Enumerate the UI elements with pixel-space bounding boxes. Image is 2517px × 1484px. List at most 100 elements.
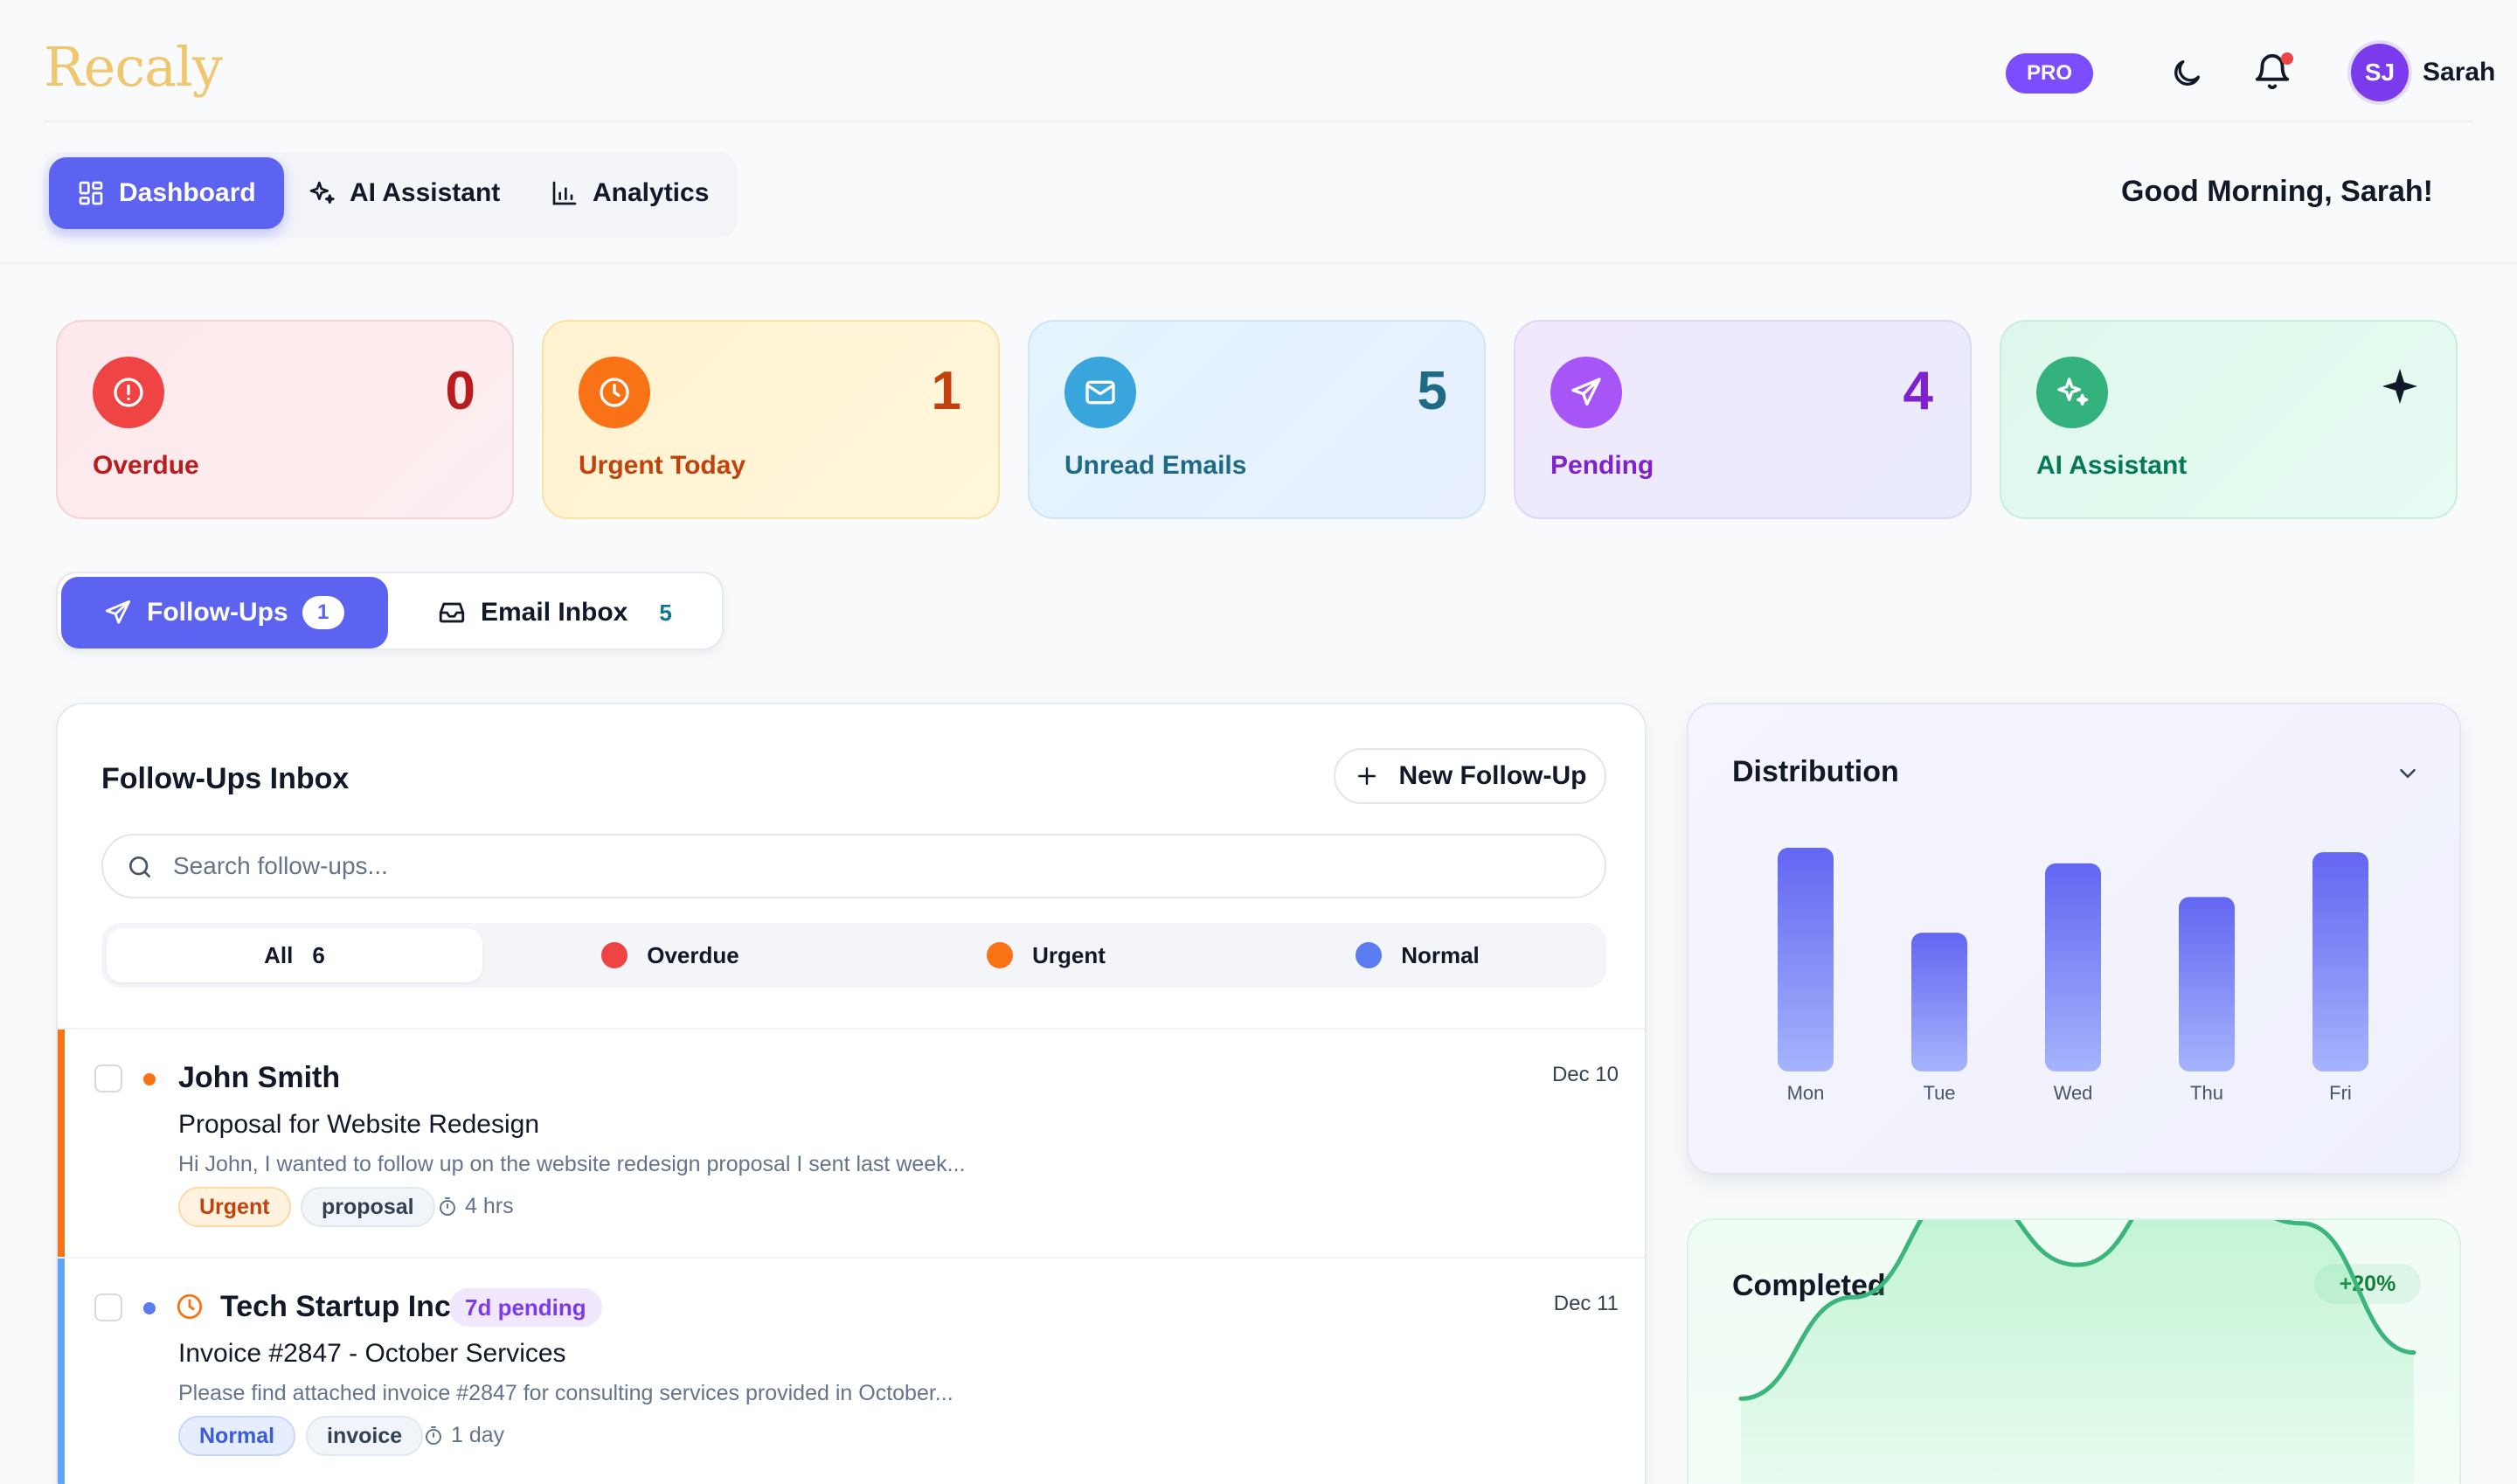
time-label: 4 hrs xyxy=(465,1194,514,1219)
section-toggle: Follow-Ups 1 Email Inbox 5 xyxy=(56,572,724,650)
tab-label: Follow-Ups xyxy=(147,598,288,628)
time-chip: 4 hrs xyxy=(437,1194,514,1219)
tab-analytics[interactable]: Analytics xyxy=(523,157,737,229)
panel-title: Follow-Ups Inbox xyxy=(101,762,349,796)
greeting: Good Morning, Sarah! xyxy=(2121,175,2433,209)
stat-label: Pending xyxy=(1550,451,1654,481)
orange-dot-icon xyxy=(987,942,1013,968)
filter-all[interactable]: All 6 xyxy=(107,928,482,982)
tab-label: Email Inbox xyxy=(481,598,628,628)
x-tick-label: Thu xyxy=(2190,1082,2223,1104)
item-date: Dec 11 xyxy=(1554,1292,1619,1316)
stat-value: 1 xyxy=(932,360,961,422)
plus-icon xyxy=(1354,763,1380,789)
x-tick-label: Tue xyxy=(1923,1082,1955,1104)
alert-circle-icon xyxy=(93,357,164,428)
nav-bar: Dashboard AI Assistant Analytics Good Mo… xyxy=(0,124,2517,264)
top-bar: Recaly PRO SJ Sarah xyxy=(44,0,2473,122)
pro-badge[interactable]: PRO xyxy=(2006,53,2093,94)
time-chip: 1 day xyxy=(423,1423,504,1448)
logo[interactable]: Recaly xyxy=(44,35,222,99)
priority-dot xyxy=(143,1073,156,1085)
pending-badge: 7d pending xyxy=(449,1288,602,1327)
tab-dashboard[interactable]: Dashboard xyxy=(49,157,284,229)
stat-value: 0 xyxy=(446,360,475,422)
tab-label: AI Assistant xyxy=(350,178,500,208)
stat-card-ai-assistant[interactable]: AI Assistant xyxy=(2000,320,2458,519)
mail-icon xyxy=(1064,357,1136,428)
item-preview: Hi John, I wanted to follow up on the we… xyxy=(178,1152,966,1177)
priority-dot xyxy=(143,1302,156,1314)
bar-thu[interactable] xyxy=(2179,897,2235,1071)
stat-card-pending[interactable]: 4 Pending xyxy=(1514,320,1972,519)
tab-follow-ups[interactable]: Follow-Ups 1 xyxy=(61,577,388,648)
bar-wed[interactable] xyxy=(2045,863,2101,1071)
stat-label: AI Assistant xyxy=(2036,451,2187,481)
user-name[interactable]: Sarah xyxy=(2423,58,2495,87)
filter-label: Urgent xyxy=(1032,942,1106,969)
filter-overdue[interactable]: Overdue xyxy=(482,928,858,982)
item-subject: Invoice #2847 - October Services xyxy=(178,1339,566,1369)
item-subject: Proposal for Website Redesign xyxy=(178,1110,539,1140)
tab-email-inbox[interactable]: Email Inbox 5 xyxy=(395,577,714,648)
bar-mon[interactable] xyxy=(1778,848,1834,1071)
stat-label: Urgent Today xyxy=(579,451,745,481)
item-checkbox[interactable] xyxy=(94,1293,122,1321)
filter-bar: All 6 Overdue Urgent Normal xyxy=(101,923,1606,988)
sparkles-icon xyxy=(2036,357,2108,428)
red-dot-icon xyxy=(601,942,628,968)
inbox-icon xyxy=(437,598,467,628)
stat-card-overdue[interactable]: 0 Overdue xyxy=(56,320,514,519)
send-icon xyxy=(103,598,133,628)
item-date: Dec 10 xyxy=(1552,1063,1619,1087)
stat-card-urgent-today[interactable]: 1 Urgent Today xyxy=(542,320,1000,519)
search-box[interactable] xyxy=(101,834,1606,898)
tab-label: Analytics xyxy=(593,178,709,208)
filter-label: Normal xyxy=(1401,942,1480,969)
search-input[interactable] xyxy=(173,836,1571,897)
clock-icon xyxy=(175,1292,205,1321)
filter-label: Overdue xyxy=(647,942,739,969)
list-item[interactable]: Tech Startup Inc 7d pending Dec 11 Invoi… xyxy=(58,1257,1647,1484)
x-tick-label: Wed xyxy=(2054,1082,2093,1104)
contact-name: John Smith xyxy=(178,1061,340,1095)
follow-ups-panel: Follow-Ups Inbox New Follow-Up All 6 Ove… xyxy=(56,703,1647,1484)
follow-ups-count: 1 xyxy=(302,596,344,629)
grid-icon xyxy=(77,179,105,207)
stat-card-unread-emails[interactable]: 5 Unread Emails xyxy=(1028,320,1486,519)
timer-icon xyxy=(437,1196,458,1217)
bar-chart-icon xyxy=(551,179,579,207)
clock-icon xyxy=(579,357,650,428)
button-label: New Follow-Up xyxy=(1399,761,1587,791)
filter-label: All xyxy=(264,942,293,969)
priority-tag: Urgent xyxy=(178,1187,291,1227)
item-preview: Please find attached invoice #2847 for c… xyxy=(178,1381,953,1406)
completed-panel: Completed +20% xyxy=(1687,1218,2461,1484)
filter-urgent[interactable]: Urgent xyxy=(858,928,1234,982)
avatar[interactable]: SJ xyxy=(2351,44,2409,101)
email-inbox-count: 5 xyxy=(659,600,671,627)
new-follow-up-button[interactable]: New Follow-Up xyxy=(1334,748,1606,804)
contact-name: Tech Startup Inc xyxy=(220,1290,451,1324)
bar-tue[interactable] xyxy=(1911,933,1967,1071)
tab-label: Dashboard xyxy=(119,178,256,208)
bar-fri[interactable] xyxy=(2312,852,2368,1071)
item-checkbox[interactable] xyxy=(94,1064,122,1092)
stat-value: 5 xyxy=(1418,360,1447,422)
moon-icon[interactable] xyxy=(2169,56,2204,91)
filter-count: 6 xyxy=(312,942,324,969)
priority-stripe xyxy=(58,1030,65,1257)
stat-label: Overdue xyxy=(93,451,199,481)
x-tick-label: Fri xyxy=(2329,1082,2352,1104)
x-tick-label: Mon xyxy=(1787,1082,1825,1104)
search-icon xyxy=(126,853,154,881)
time-label: 1 day xyxy=(451,1423,504,1448)
priority-stripe xyxy=(58,1259,65,1484)
filter-normal[interactable]: Normal xyxy=(1234,928,1601,982)
category-tag: proposal xyxy=(301,1187,435,1227)
blue-dot-icon xyxy=(1356,942,1382,968)
distribution-chart: Mon Tue Wed Thu Fri xyxy=(1688,704,2463,1176)
list-item[interactable]: John Smith Dec 10 Proposal for Website R… xyxy=(58,1028,1647,1257)
send-icon xyxy=(1550,357,1622,428)
tab-ai-assistant[interactable]: AI Assistant xyxy=(280,157,528,229)
